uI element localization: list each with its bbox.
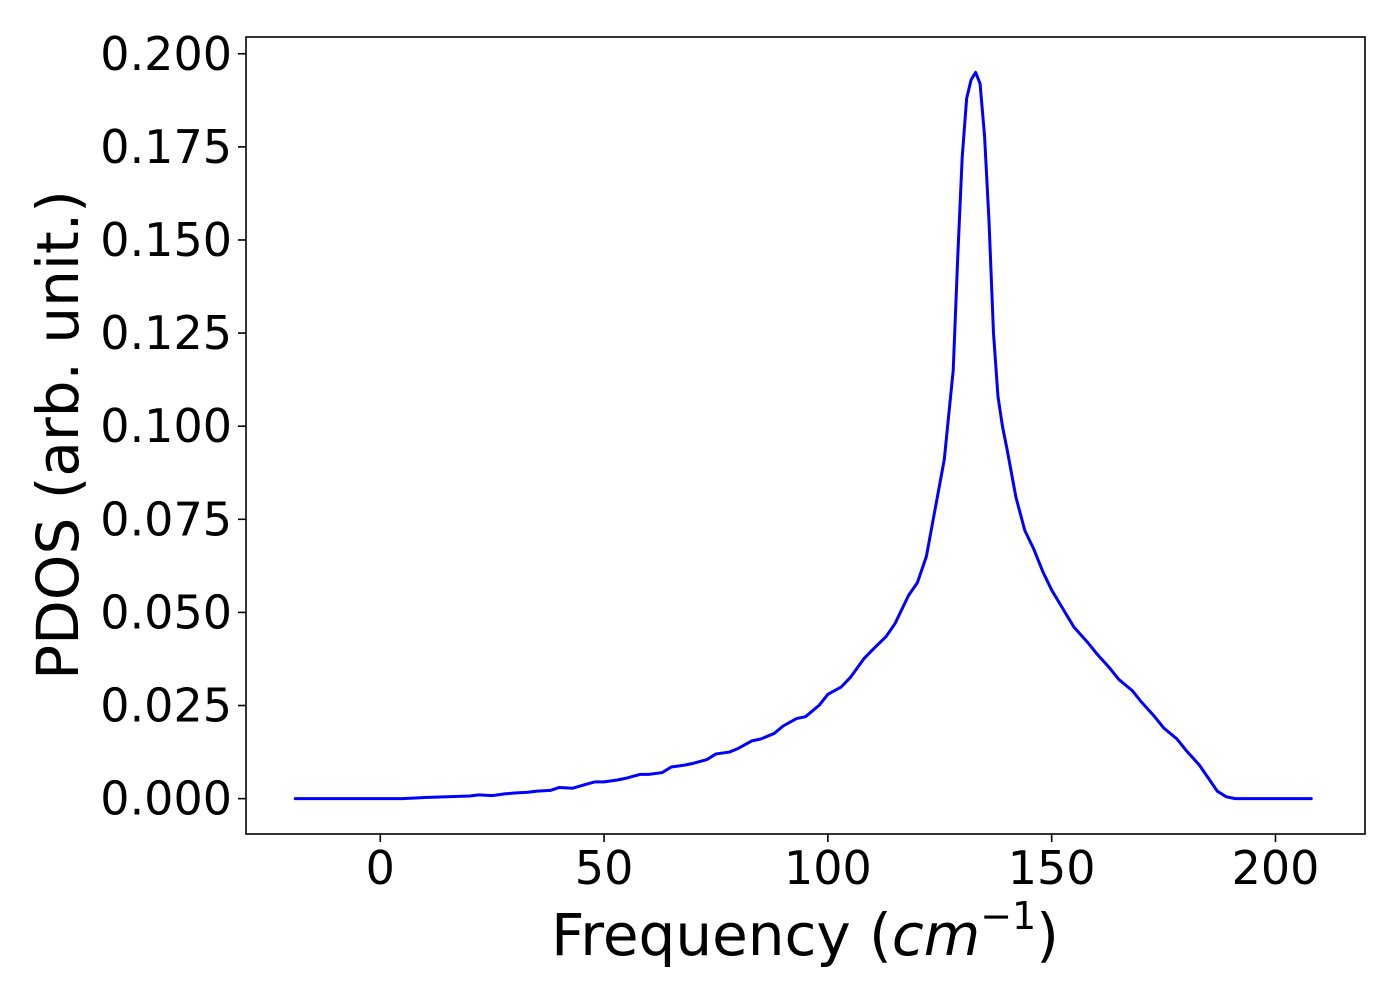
x-tick-label: 150	[1008, 841, 1096, 895]
y-axis-label: PDOS (arb. unit.)	[24, 190, 92, 680]
plot-area	[245, 36, 1366, 835]
y-tick-label: 0.125	[100, 306, 232, 360]
y-tick-label: 0.200	[100, 27, 232, 81]
y-tick-label: 0.050	[100, 585, 232, 639]
y-axis-ticks: 0.000 0.025 0.050 0.075 0.100 0.125 0.150 0.175…	[100, 27, 246, 826]
x-tick-label: 100	[784, 841, 872, 895]
x-tick-label: 50	[575, 841, 634, 895]
y-tick-label: 0.100	[100, 399, 232, 453]
y-tick-label: 0.025	[100, 679, 232, 733]
pdos-series-line	[293, 70, 1313, 801]
y-tick-label: 0.150	[100, 213, 232, 267]
y-tick-label: 0.175	[100, 120, 232, 174]
y-tick-label: 0.075	[100, 492, 232, 546]
x-tick-label: 200	[1232, 841, 1320, 895]
y-tick-label: 0.000	[100, 772, 232, 826]
x-axis-label: Frequency (cm−1)	[551, 894, 1059, 969]
x-axis-ticks: 0 50 100 150 200	[366, 834, 1320, 895]
x-tick-label: 0	[366, 841, 395, 895]
